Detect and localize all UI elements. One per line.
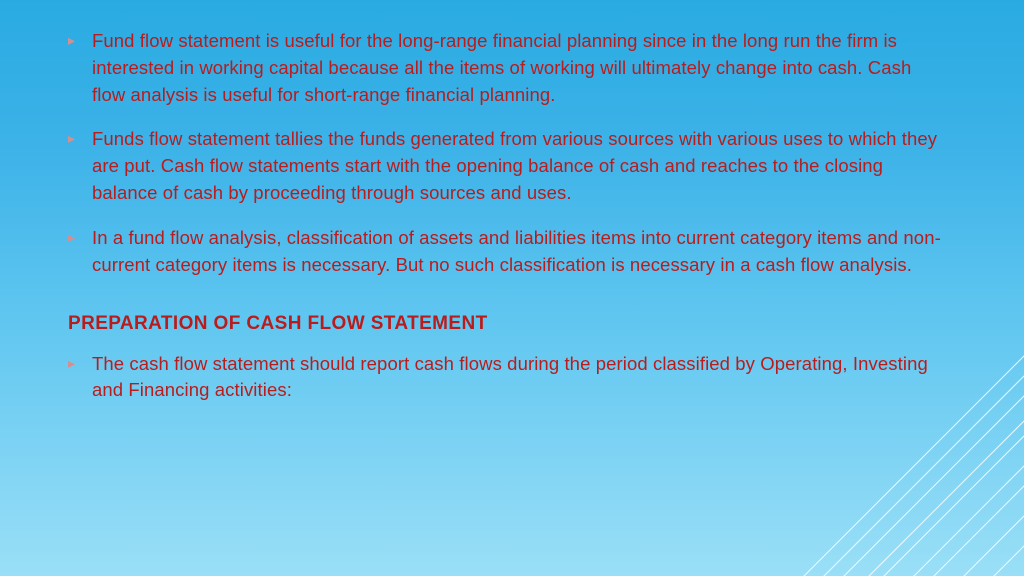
- slide: Fund flow statement is useful for the lo…: [0, 0, 1024, 576]
- list-item: The cash flow statement should report ca…: [68, 351, 944, 405]
- list-item: In a fund flow analysis, classification …: [68, 225, 944, 279]
- bullet-list-top: Fund flow statement is useful for the lo…: [68, 28, 944, 279]
- list-item: Fund flow statement is useful for the lo…: [68, 28, 944, 108]
- section-heading: PREPARATION OF CASH FLOW STATEMENT: [68, 313, 944, 335]
- bullet-list-bottom: The cash flow statement should report ca…: [68, 351, 944, 405]
- list-item: Funds flow statement tallies the funds g…: [68, 126, 944, 206]
